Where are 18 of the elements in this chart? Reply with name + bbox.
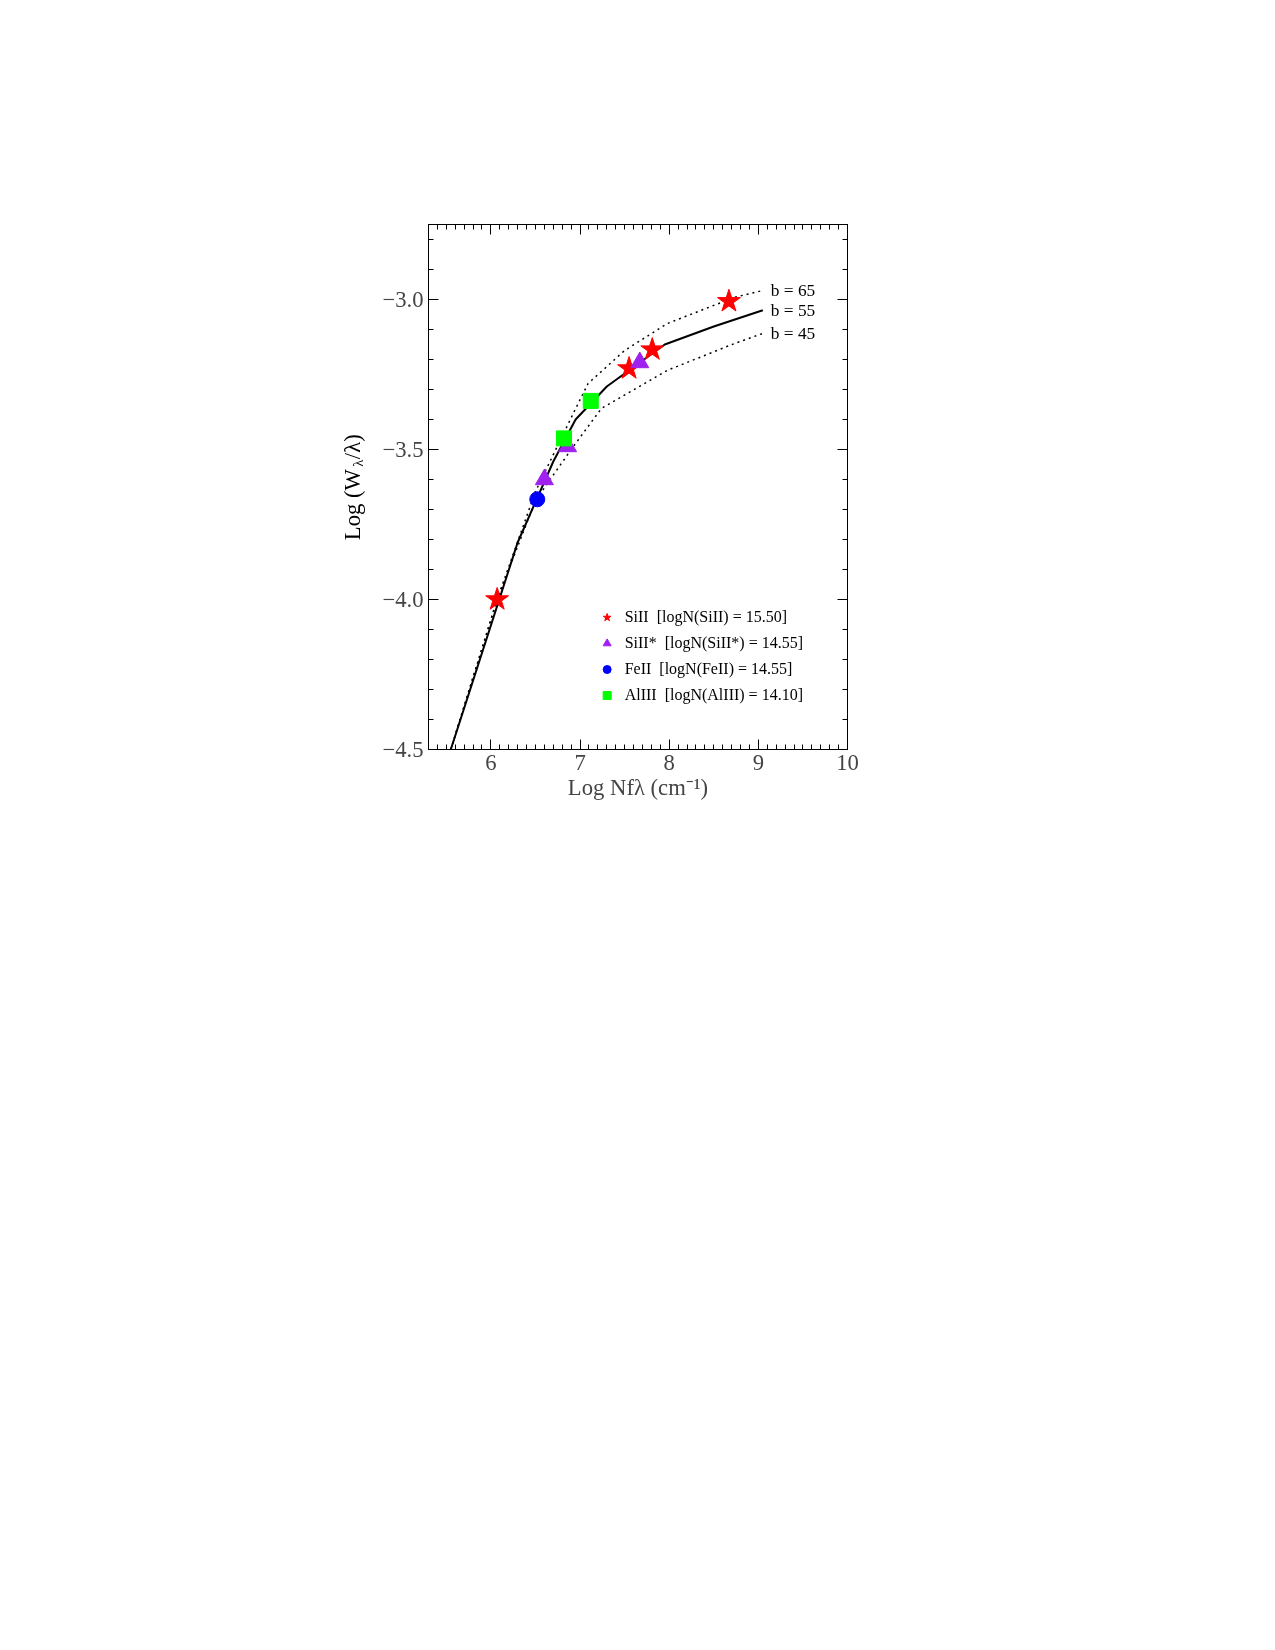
x-tick-label: 7 xyxy=(574,749,586,775)
y-tick-label: −4.5 xyxy=(382,737,424,762)
x-tick-label: 10 xyxy=(836,749,859,775)
series-label: b = 45 xyxy=(770,323,816,343)
legend-label: AlIII [logN(AlIII) = 14.10] xyxy=(624,686,803,704)
y-tick-label: −3.0 xyxy=(382,287,424,312)
y-tick-label: −3.5 xyxy=(382,437,424,462)
legend-label: FeII [logN(FeII) = 14.55] xyxy=(624,660,793,678)
x-tick-label: 9 xyxy=(752,749,765,775)
legend-label: SiII [logN(SiII) = 15.50] xyxy=(624,608,787,626)
series-label: b = 55 xyxy=(770,300,816,320)
legend-label: SiII* [logN(SiII*) = 14.55] xyxy=(624,634,803,652)
x-tick-label: 8 xyxy=(663,749,675,775)
x-axis-title: Log Nfλ (cm⁻¹) xyxy=(567,774,709,800)
y-axis-title: Log (Wλ/λ) xyxy=(340,434,366,541)
series-label: b = 65 xyxy=(770,281,816,300)
y-tick-label: −4.0 xyxy=(382,587,424,612)
x-tick-label: 6 xyxy=(485,749,497,775)
